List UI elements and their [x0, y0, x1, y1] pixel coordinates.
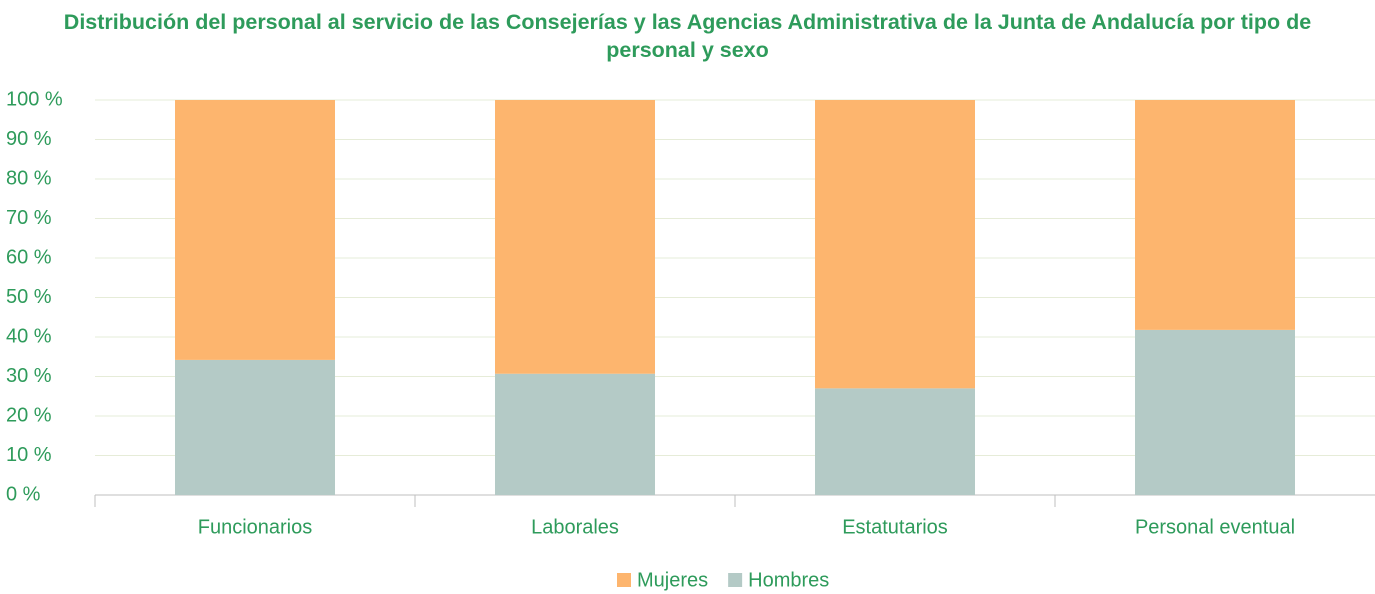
y-tick-label: 80 %	[6, 167, 52, 189]
legend-label: Mujeres	[637, 569, 708, 591]
bar-segment	[815, 100, 975, 389]
y-tick-label: 60 %	[6, 246, 52, 268]
x-tick-label: Laborales	[531, 516, 619, 538]
y-tick-label: 100 %	[6, 88, 63, 110]
legend-swatch	[728, 573, 743, 587]
x-tick-label: Estatutarios	[842, 516, 948, 538]
chart-title: Distribución del personal al servicio de…	[63, 10, 1312, 62]
y-tick-label: 90 %	[6, 128, 52, 150]
y-tick-label: 0 %	[6, 483, 41, 505]
y-tick-label: 70 %	[6, 207, 52, 229]
bar-segment	[495, 373, 655, 495]
bar-segment	[175, 359, 335, 495]
x-tick-label: Funcionarios	[198, 516, 313, 538]
y-tick-label: 10 %	[6, 444, 52, 466]
bar-segment	[1135, 329, 1295, 495]
y-tick-label: 20 %	[6, 404, 52, 426]
x-tick-label: Personal eventual	[1135, 516, 1295, 538]
bar-segment	[495, 100, 655, 374]
bar-segment	[815, 388, 975, 495]
bar-segment	[175, 100, 335, 360]
y-tick-label: 40 %	[6, 325, 52, 347]
legend-swatch	[617, 573, 631, 587]
y-tick-label: 30 %	[6, 365, 52, 387]
y-tick-label: 50 %	[6, 286, 52, 308]
bar-segment	[1135, 100, 1295, 330]
legend-label: Hombres	[748, 569, 829, 591]
